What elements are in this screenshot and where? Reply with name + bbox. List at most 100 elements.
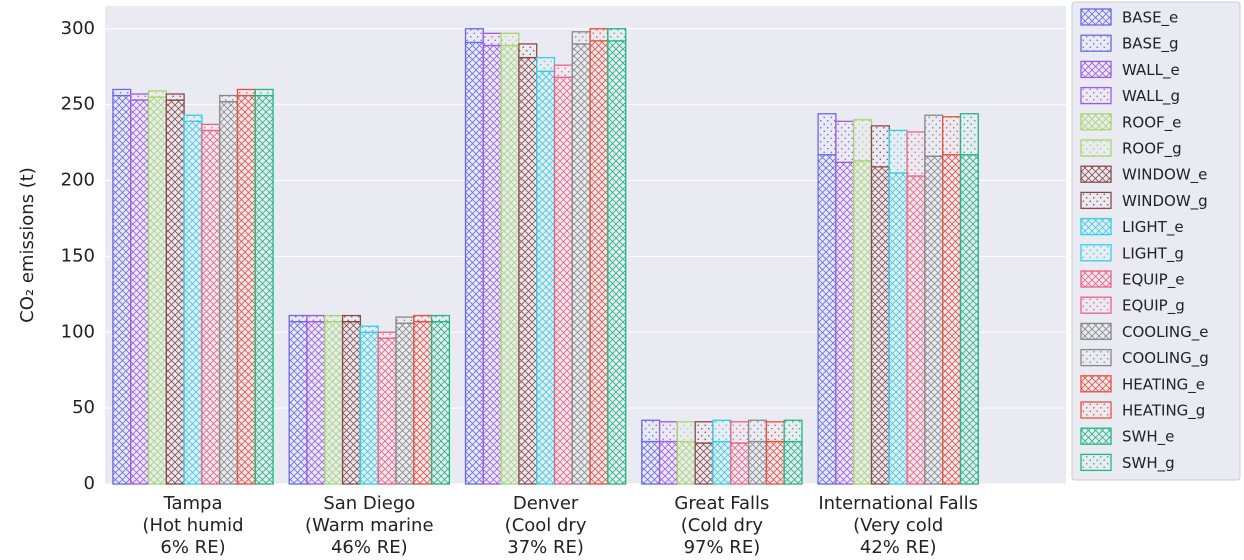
bar-segment — [130, 93, 150, 101]
bar-segment — [413, 320, 433, 485]
bar-segment — [201, 123, 221, 132]
x-tick-label: Great Falls (Cold dry 97% RE) — [674, 493, 769, 558]
bar-segment — [694, 421, 714, 444]
bar-segment — [942, 154, 962, 485]
legend-swatch — [1080, 427, 1112, 445]
bar-segment — [924, 155, 944, 485]
bar-segment — [853, 119, 873, 162]
bar-segment — [254, 88, 274, 97]
y-axis-label: CO₂ emissions (t) — [17, 167, 38, 323]
legend-swatch — [1080, 244, 1112, 262]
x-tick-label: Denver (Cool dry 37% RE) — [505, 493, 587, 558]
bar-segment — [395, 322, 415, 485]
bar-segment — [571, 43, 591, 485]
legend-swatch — [1080, 270, 1112, 288]
bar-segment — [359, 325, 379, 333]
bar-segment — [783, 419, 803, 443]
bar-segment — [254, 94, 274, 485]
bar-segment — [676, 440, 696, 485]
bar-segment — [817, 113, 837, 156]
bar-segment — [288, 314, 308, 323]
bar-segment — [219, 100, 239, 485]
y-tick-label: 300 — [61, 18, 95, 39]
bar-segment — [694, 442, 714, 485]
bar-segment — [395, 316, 415, 324]
bar-segment — [607, 28, 627, 42]
legend-swatch — [1080, 8, 1112, 26]
y-tick-label: 150 — [61, 245, 95, 266]
bar-segment — [906, 131, 926, 177]
bar-segment — [553, 64, 573, 78]
bar-segment — [359, 331, 379, 485]
legend-swatch — [1080, 113, 1112, 131]
bar-segment — [324, 314, 344, 323]
bar-segment — [730, 421, 750, 444]
bar-segment — [536, 56, 556, 72]
bar-segment — [306, 314, 326, 323]
legend-swatch — [1080, 322, 1112, 341]
bar-segment — [183, 120, 203, 485]
legend-label: ROOF_g — [1122, 140, 1182, 159]
bar-segment — [641, 419, 661, 443]
bar-segment — [783, 440, 803, 485]
bar-segment — [430, 320, 451, 485]
bar-segment — [730, 442, 750, 485]
bar-segment — [377, 337, 397, 485]
bar-segment — [835, 120, 855, 163]
legend-label: LIGHT_e — [1122, 218, 1184, 237]
bar-segment — [571, 31, 591, 45]
y-tick-label: 200 — [61, 170, 95, 191]
bar-segment — [518, 43, 538, 59]
legend-label: SWH_e — [1122, 428, 1174, 447]
bar-segment — [942, 116, 962, 156]
legend-label: COOLING_e — [1122, 323, 1208, 342]
bar-segment — [377, 331, 397, 339]
bar-segment — [888, 172, 908, 485]
legend-label: LIGHT_g — [1122, 244, 1184, 263]
bar-segment — [464, 28, 484, 44]
legend-swatch — [1080, 296, 1112, 314]
bar-segment — [306, 320, 326, 485]
bar-segment — [500, 44, 520, 485]
legend-swatch — [1080, 139, 1112, 157]
bar-segment — [870, 166, 890, 485]
bar-segment — [589, 28, 609, 42]
y-tick-label: 100 — [61, 321, 95, 342]
bar-segment — [959, 154, 979, 485]
x-tick-label: International Falls (Very cold 42% RE) — [818, 493, 978, 558]
legend-swatch — [1080, 165, 1112, 183]
bar-segment — [959, 113, 979, 156]
legend-label: EQUIP_g — [1122, 297, 1185, 316]
bar-segment — [112, 94, 132, 485]
legend-label: WINDOW_e — [1122, 166, 1207, 185]
bar-segment — [147, 96, 167, 485]
bar-segment — [712, 419, 732, 443]
legend-swatch — [1080, 217, 1112, 236]
y-tick-label: 50 — [72, 397, 95, 418]
legend — [1071, 1, 1241, 481]
bar-segment — [236, 88, 256, 97]
bar-segment — [464, 41, 484, 485]
bar-segment — [112, 88, 132, 97]
bar-segment — [658, 421, 679, 443]
bar-segment — [607, 40, 627, 485]
legend-label: BASE_g — [1122, 35, 1179, 54]
bar-segment — [888, 129, 908, 174]
bar-segment — [658, 440, 679, 485]
bar-segment — [747, 419, 768, 443]
legend-swatch — [1080, 86, 1112, 105]
legend-swatch — [1080, 348, 1112, 367]
legend-label: SWH_g — [1122, 454, 1175, 473]
bar-segment — [165, 93, 185, 101]
bar-segment — [853, 160, 873, 485]
bar-segment — [765, 440, 785, 485]
bar-segment — [288, 320, 308, 485]
bar-segment — [183, 114, 203, 122]
bar-segment — [924, 114, 944, 157]
bar-segment — [676, 421, 696, 443]
bar-segment — [341, 314, 362, 323]
bar-segment — [341, 320, 362, 485]
y-tick-label: 0 — [84, 473, 95, 494]
legend-label: WALL_e — [1122, 61, 1180, 80]
